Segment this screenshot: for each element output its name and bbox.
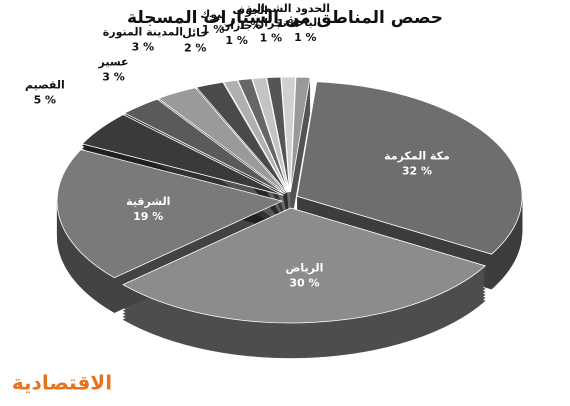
slice xyxy=(157,87,287,194)
slice-label: المدينة المنورة xyxy=(103,25,183,38)
slice-label: الجوف xyxy=(232,4,268,17)
slice xyxy=(280,76,296,193)
slice xyxy=(266,76,290,193)
slice-label: الباحة xyxy=(290,16,321,29)
slice xyxy=(195,81,288,193)
slice xyxy=(237,78,289,193)
slice-value: 30 % xyxy=(289,277,319,290)
slice-label: الحدود الشمالية xyxy=(246,2,330,15)
slice-label: عسير xyxy=(98,56,129,69)
slice-value: 3 % xyxy=(132,40,155,53)
slice xyxy=(123,98,286,195)
slice xyxy=(56,149,284,279)
slice xyxy=(251,77,290,193)
slice-value: 2 % xyxy=(184,41,207,54)
logo: الاقتصادية xyxy=(12,371,112,395)
slice xyxy=(223,79,289,193)
slice-label: الرياض xyxy=(286,262,324,275)
slice-value: 1 % xyxy=(294,31,317,44)
slice xyxy=(290,76,311,193)
slice-label: تبوك xyxy=(200,8,226,21)
slice-label: القصيم xyxy=(25,79,65,92)
slice-value: 32 % xyxy=(402,165,432,178)
slice-value: 1 % xyxy=(277,17,300,30)
slice-label: حائل xyxy=(182,26,208,39)
slice-value: 5 % xyxy=(34,94,57,107)
slice-value: 3 % xyxy=(102,71,125,84)
chart-title: حصص المناطق من السيارات المسجلة xyxy=(127,8,443,28)
slice-value: 19 % xyxy=(133,210,163,223)
slice-value: 1 % xyxy=(239,19,262,32)
slice-value: 1 % xyxy=(202,23,225,36)
slice-value: 1 % xyxy=(260,31,283,44)
slice-label: نجران xyxy=(255,16,287,29)
slice xyxy=(122,207,487,324)
slice xyxy=(296,81,523,255)
slice-value: 1 % xyxy=(225,34,248,47)
slice-label: الشرقية xyxy=(126,195,170,208)
slice xyxy=(81,114,284,196)
slice-label: مكة المكرمة xyxy=(384,150,450,163)
slice-label: جازان xyxy=(221,19,253,32)
